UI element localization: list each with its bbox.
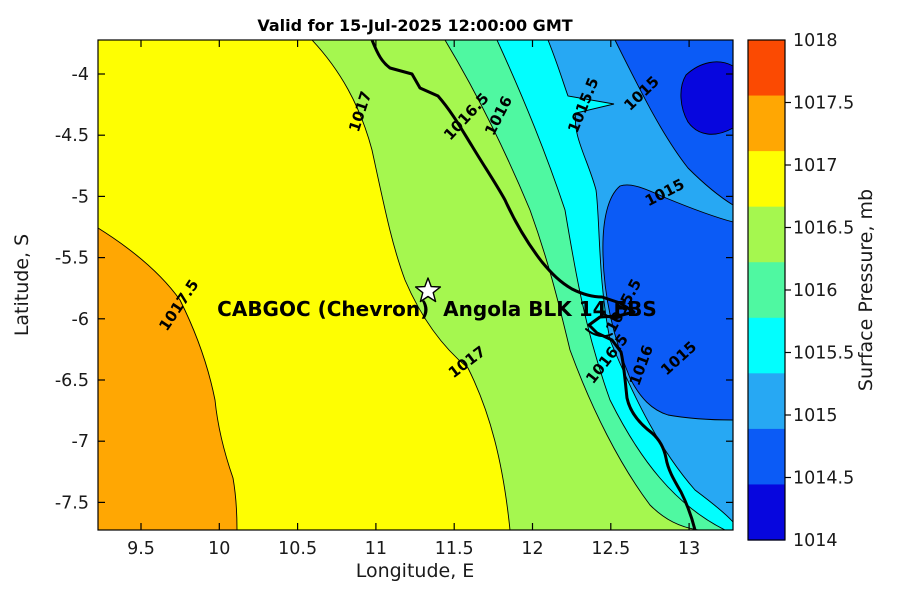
- y-axis-title: Latitude, S: [11, 234, 33, 336]
- x-tick-label: 12: [521, 539, 543, 559]
- colorbar-tick-label: 1017.5: [793, 94, 854, 114]
- colorbar-band: [748, 151, 785, 208]
- colorbar-tick-label: 1018: [793, 31, 838, 51]
- coastline-main: [370, 40, 697, 530]
- tick-labels: 9.5 10 10.5 11 11.5 12 12.5 13 -4 -4.5 -5 -5.5 -6 -6.…: [55, 65, 700, 559]
- band-1017p5-1018-orange: [98, 228, 237, 530]
- colorbar-band: [748, 95, 785, 152]
- colorbar: [748, 40, 785, 541]
- colorbar-band: [748, 317, 785, 374]
- colorbar-labels: 1018 1017.5 1017 1016.5 1016 1015.5 1015 1014.5…: [793, 31, 854, 551]
- axes-box: [97, 39, 734, 531]
- colorbar-ticks: [785, 101, 791, 479]
- x-tick-label: 12.5: [591, 539, 630, 559]
- contour-line-1016: [496, 40, 726, 530]
- x-tick-label: 10.5: [278, 539, 317, 559]
- y-tick-label: -5: [72, 187, 89, 207]
- y-tick-label: -6: [72, 310, 89, 330]
- contour-line-1016p5: [444, 40, 699, 530]
- figure-title: Valid for 15-Jul-2025 12:00:00 GMT: [257, 16, 572, 35]
- colorbar-band: [748, 206, 785, 263]
- contour-line-1017p5: [98, 227, 238, 530]
- y-tick-label: -4: [72, 65, 89, 85]
- contour-line-1015-lower: [602, 184, 733, 421]
- x-tick-label: 9.5: [127, 539, 155, 559]
- colorbar-band: [748, 262, 785, 319]
- contour-band-layer: [98, 40, 733, 530]
- colorbar-band: [748, 40, 785, 97]
- tick-marks: [98, 40, 733, 530]
- colorbar-title: Surface Pressure, mb: [855, 189, 877, 391]
- y-tick-label: -6.5: [55, 371, 89, 391]
- colorbar-tick-label: 1014: [793, 531, 838, 551]
- band-below-1014-darkblue-core: [680, 61, 733, 135]
- colorbar-tick-label: 1016: [793, 281, 838, 301]
- x-tick-label: 11: [365, 539, 387, 559]
- colorbar-tick-label: 1015: [793, 406, 838, 426]
- y-tick-label: -7: [72, 432, 89, 452]
- colorbar-tick-label: 1015.5: [793, 344, 854, 364]
- contour-line-1014p5: [680, 61, 733, 135]
- colorbar-tick-label: 1017: [793, 156, 838, 176]
- band-1014-1014p5-blue-lower: [602, 184, 733, 420]
- y-tick-label: -7.5: [55, 493, 89, 513]
- x-tick-label: 13: [678, 539, 700, 559]
- station-star-icon: [414, 277, 442, 303]
- colorbar-tick-label: 1014.5: [793, 469, 854, 489]
- y-tick-label: -5.5: [55, 249, 89, 269]
- colorbar-band: [748, 373, 785, 430]
- contour-line-1015p5: [547, 40, 733, 523]
- coastline: [370, 40, 697, 530]
- colorbar-band: [748, 484, 785, 541]
- contour-line-1015-upper: [614, 40, 733, 206]
- contour-lines: [98, 40, 733, 530]
- colorbar-band: [748, 428, 785, 486]
- colorbar-tick-label: 1016.5: [793, 219, 854, 239]
- x-axis-title: Longitude, E: [356, 560, 475, 582]
- station-label: CABGOC (Chevron) Angola BLK 14 FBS: [217, 297, 657, 321]
- x-tick-label: 11.5: [435, 539, 474, 559]
- contour-line-1017: [311, 40, 511, 530]
- river-channel: [585, 328, 613, 338]
- river-channel-2: [603, 313, 622, 320]
- x-tick-label: 10: [208, 539, 230, 559]
- y-tick-label: -4.5: [55, 126, 89, 146]
